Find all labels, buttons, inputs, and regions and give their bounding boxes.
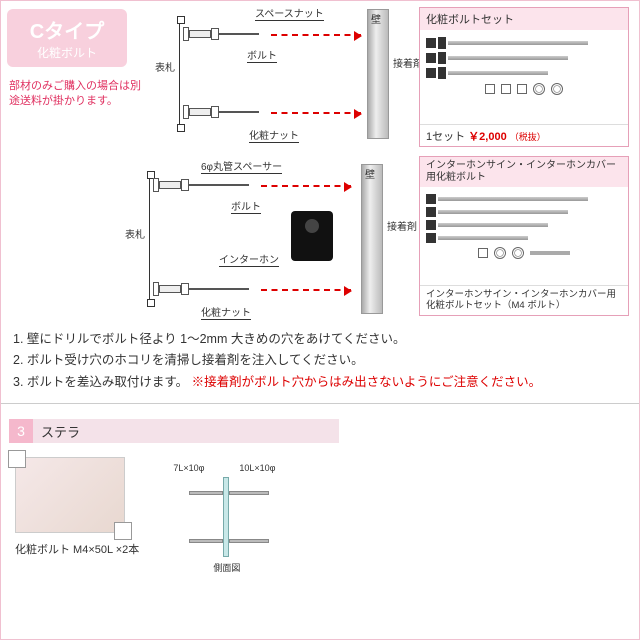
dim-left: 7L×10φ [173,463,204,473]
bolt-icon [426,52,622,64]
bolt-icon [426,207,622,217]
nameplate-label: 表札 [125,226,145,241]
instruction-1: 1. 壁にドリルでボルト径より 1〜2mm 大きめの穴をあけてください。 [13,329,627,350]
bolt-label: ボルト [247,47,277,63]
dim-right: 10L×10φ [239,463,275,473]
type-title: Cタイプ [30,15,104,44]
instruction-3: 3. ボルトを差込み取付けます。 ※接着剤がボルト穴からはみ出さないようにご注意… [13,372,627,393]
insert-arrow-icon [261,289,351,291]
instructions: 1. 壁にドリルでボルト径より 1〜2mm 大きめの穴をあけてください。 2. … [13,329,627,393]
wall-label: 壁 [365,166,375,181]
adhesive-label: 接着剤 [387,218,417,233]
bolt-bottom [183,105,259,119]
section-header: 3 ステラ [9,419,339,443]
type-subtitle: 化粧ボルト [37,44,97,61]
set-label: 1セット [426,131,465,143]
thumb-col: 化粧ボルト M4×50L ×2本 [15,457,139,557]
divider [1,403,639,404]
section-body: 化粧ボルト M4×50L ×2本 7L×10φ 10L×10φ 側面図 [9,443,339,581]
space-nut-label: スペースナット [255,5,324,21]
wall [361,164,383,314]
bolt-spec: 化粧ボルト M4×50L ×2本 [15,541,139,557]
pin-icon [229,539,269,543]
pin-icon [229,491,269,495]
plate-thumb-icon [15,457,125,533]
product-intercom-bolt: インターホンサイン・インターホンカバー用化粧ボルト インターホンサイン・インター… [419,156,629,316]
section-number: 3 [9,419,33,443]
instruction-2: 2. ボルト受け穴のホコリを清掃し接着剤を注入してください。 [13,350,627,371]
small-parts-icon [426,83,622,95]
intercom-label: インターホン [219,251,279,267]
instruction-warning: ※接着剤がボルト穴からはみ出さないようにご注意ください。 [192,375,542,389]
side-view-diagram: 7L×10φ 10L×10φ 側面図 [169,457,279,567]
plate-side-icon [223,477,229,557]
product-deco-bolt-set: 化粧ボルトセット 1セット ￥2,000 （税抜） [419,7,629,147]
section-stella: 3 ステラ 化粧ボルト M4×50L ×2本 7L×10φ 10L×10φ 側面… [9,419,339,581]
nameplate-label: 表札 [155,59,175,74]
page: Cタイプ 化粧ボルト 部材のみご購入の場合は別途送料が掛かります。 表札 壁 接… [0,0,640,640]
wall-label: 壁 [371,11,381,26]
side-view-label: 側面図 [213,561,240,574]
bolt-top [183,27,259,41]
nameplate-edge [149,174,150,304]
small-parts-icon [426,247,622,259]
nameplate-edge [179,19,180,129]
intercom-icon [291,211,333,261]
bolt-label: ボルト [231,198,261,214]
bolt-icon [426,194,622,204]
type-badge: Cタイプ 化粧ボルト [7,9,127,67]
deco-nut-label: 化粧ナット [249,127,299,143]
insert-arrow-icon [271,112,361,114]
bolt-icon [426,220,622,230]
install-diagram-intercom: 表札 壁 接着剤 6φ丸管スペーサー ボルト インターホン 化粧ナット [131,156,411,316]
section-title: ステラ [33,422,80,441]
product-footer: 1セット ￥2,000 （税抜） [420,124,628,147]
bolt-bottom [153,282,249,296]
product-footer: インターホンサイン・インターホンカバー用化粧ボルトセット（M4 ボルト） [420,285,628,315]
shipping-note: 部材のみご購入の場合は別途送料が掛かります。 [9,79,149,110]
product-title: インターホンサイン・インターホンカバー用化粧ボルト [420,157,628,187]
bolt-icon [426,233,622,243]
product-image [420,30,628,124]
pin-icon [189,491,223,495]
pin-icon [189,539,223,543]
product-image [420,187,628,285]
wall [367,9,389,139]
price: ￥2,000 [468,131,507,143]
install-diagram-basic: 表札 壁 接着剤 スペースナット ボルト 化粧ナット [161,1,411,151]
bolt-icon [426,67,622,79]
bolt-top [153,178,249,192]
product-title: 化粧ボルトセット [420,8,628,30]
insert-arrow-icon [271,34,361,36]
deco-nut-label: 化粧ナット [201,304,251,320]
spacer-label: 6φ丸管スペーサー [201,158,282,174]
bolt-icon [426,37,622,49]
insert-arrow-icon [261,185,351,187]
tax-note: （税抜） [510,132,546,142]
